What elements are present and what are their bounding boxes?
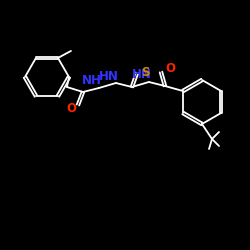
Text: NH: NH	[82, 74, 102, 88]
Text: HN: HN	[132, 68, 152, 82]
Text: O: O	[165, 62, 175, 76]
Text: HN: HN	[99, 70, 119, 82]
Text: S: S	[141, 66, 149, 78]
Text: O: O	[66, 102, 76, 114]
